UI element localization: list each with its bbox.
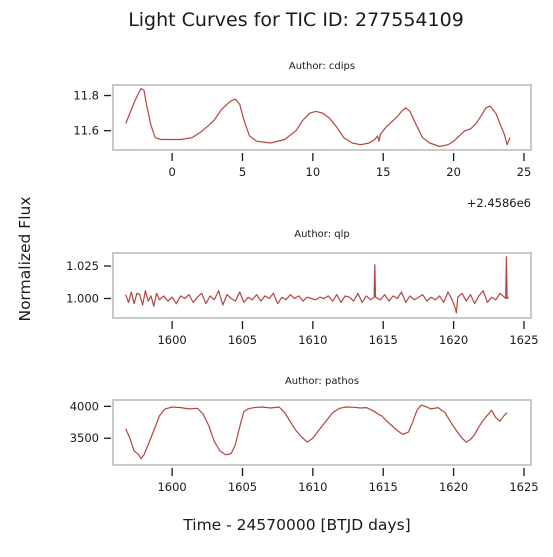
x-axis-label: Time - 24570000 [BTJD days] <box>182 516 410 534</box>
x-tick-label: 15 <box>376 165 391 179</box>
x-tick-label: 0 <box>168 165 175 179</box>
x-offset-label: +2.4586e6 <box>467 196 531 210</box>
x-tick-label: 1610 <box>298 333 327 347</box>
x-tick-label: 1625 <box>509 333 538 347</box>
y-tick-label: 4000 <box>70 399 99 413</box>
x-tick-label: 1610 <box>298 480 327 494</box>
plot-frame <box>112 252 532 319</box>
subplots: Author: cdips 0 5 10 15 20 25 +2.4586e6 11.6 11.8… <box>66 61 539 494</box>
y-tick-label: 1.025 <box>66 259 99 273</box>
light-curve-series <box>125 404 508 460</box>
x-tick-label: 1615 <box>369 333 398 347</box>
x-tick-label: 1600 <box>157 333 186 347</box>
plot-frame <box>112 84 532 151</box>
x-tick-label: 1620 <box>439 480 468 494</box>
x-tick-label: 1605 <box>228 480 257 494</box>
x-tick-label: 1620 <box>439 333 468 347</box>
subplot-title: Author: cdips <box>289 61 355 72</box>
light-curve-series <box>125 256 509 314</box>
x-tick-label: 5 <box>239 165 246 179</box>
subplot-1: Author: cdips 0 5 10 15 20 25 +2.4586e6 11.6 11.8 <box>73 61 532 210</box>
x-tick-label: 20 <box>446 165 461 179</box>
x-tick-label: 1615 <box>369 480 398 494</box>
x-tick-label: 1600 <box>157 480 186 494</box>
y-tick-label: 11.6 <box>73 124 99 138</box>
y-tick-label: 11.8 <box>73 89 99 103</box>
x-tick-label: 25 <box>517 165 532 179</box>
y-axis-label: Normalized Flux <box>16 196 34 321</box>
x-tick-label: 1605 <box>228 333 257 347</box>
light-curve-series <box>125 87 511 148</box>
x-tick-label: 1625 <box>509 480 538 494</box>
figure-title: Light Curves for TIC ID: 277554109 <box>128 9 464 31</box>
subplot-title: Author: qlp <box>294 229 350 240</box>
y-tick-label: 3500 <box>70 431 99 445</box>
x-tick-label: 10 <box>306 165 321 179</box>
plot-frame <box>112 399 532 466</box>
subplot-2: Author: qlp 1600 1605 1610 1615 1620 1625 1.000… <box>66 229 539 347</box>
subplot-title: Author: pathos <box>285 376 359 387</box>
subplot-3: Author: pathos 1600 1605 1610 1615 1620 1625 35… <box>70 376 539 494</box>
y-tick-label: 1.000 <box>66 292 99 306</box>
